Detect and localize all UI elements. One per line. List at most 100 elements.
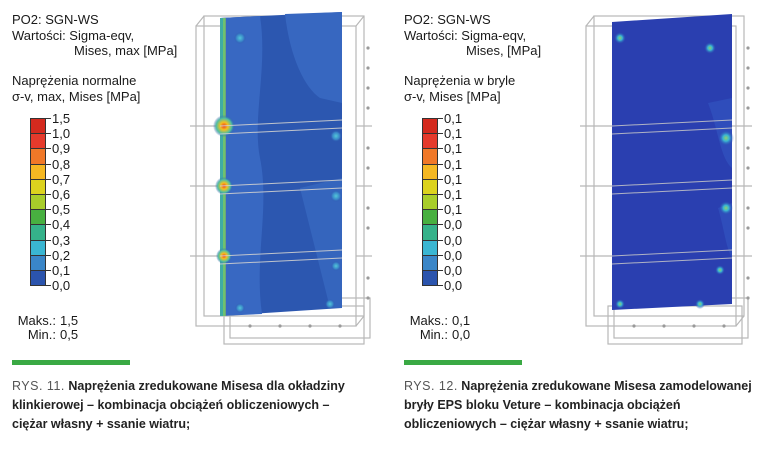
legend-label: 1,0 xyxy=(52,126,71,142)
legend-tick xyxy=(46,209,51,211)
max-value: 1,5 xyxy=(60,313,79,328)
legend-swatch xyxy=(422,209,438,226)
legend-tick xyxy=(46,148,51,150)
legend-swatch xyxy=(422,178,438,195)
header-line-2: Wartości: Sigma-eqv, xyxy=(404,27,527,43)
legend-swatch xyxy=(422,239,438,256)
legend-tick xyxy=(438,239,443,241)
legend-label: 0,9 xyxy=(52,141,71,157)
caption-text: Naprężenia zredukowane Misesa dla okładz… xyxy=(12,379,345,431)
legend-tick xyxy=(46,118,51,119)
legend-tick xyxy=(46,194,51,195)
legend-swatch xyxy=(30,118,46,135)
min-value: 0,5 xyxy=(60,327,79,342)
legend-label: 0,1 xyxy=(444,156,463,172)
max-min-values: Maks.: 0,1 Min.: 0,0 xyxy=(404,314,470,342)
legend-label: 0,1 xyxy=(444,202,463,218)
figure-number: RYS. 11. xyxy=(12,379,65,393)
header-line-3: Mises, max [MPa] xyxy=(74,43,178,58)
legend-swatch xyxy=(30,133,46,150)
legend-tick xyxy=(46,224,51,226)
max-value: 0,1 xyxy=(452,313,471,328)
accent-bar xyxy=(404,360,522,365)
min-key: Min.: xyxy=(419,327,448,342)
subtitle-line-2: σ-v, Mises [MPa] xyxy=(404,88,501,104)
legend-tick xyxy=(46,254,51,256)
header-line-1: PO2: SGN-WS xyxy=(12,12,99,27)
legend-swatch xyxy=(422,118,438,135)
legend-swatch xyxy=(30,178,46,195)
figure-caption: RYS. 12. Naprężenia zredukowane Misesa z… xyxy=(404,377,754,434)
figure-panel-12: PO2: SGN-WS Wartości: Sigma-eqv, Mises, … xyxy=(392,0,768,457)
subtitle-line-2: σ-v, max, Mises [MPa] xyxy=(12,88,141,104)
max-key: Maks.: xyxy=(409,313,448,328)
figure-caption: RYS. 11. Naprężenia zredukowane Misesa d… xyxy=(12,377,362,434)
legend-tick xyxy=(46,239,51,241)
legend-label: 0,3 xyxy=(52,232,71,248)
legend-label: 0,1 xyxy=(444,141,463,157)
header-line-1: PO2: SGN-WS xyxy=(404,12,491,27)
legend-tick xyxy=(438,194,443,195)
header-line-2: Wartości: Sigma-eqv, xyxy=(12,27,135,43)
legend-tick xyxy=(438,148,443,150)
subtitle-line-1: Naprężenia w bryle xyxy=(404,73,516,88)
legend-swatch xyxy=(30,148,46,165)
legend-label: 1,5 xyxy=(52,111,71,126)
min-value: 0,0 xyxy=(452,327,471,342)
legend-tick xyxy=(438,285,443,287)
legend-label: 0,1 xyxy=(52,263,71,278)
legend-swatch xyxy=(422,270,438,287)
legend-label: 0,8 xyxy=(52,156,71,172)
legend-swatch xyxy=(422,163,438,180)
legend-swatch xyxy=(422,148,438,165)
legend-tick xyxy=(438,270,443,271)
legend-tick xyxy=(438,224,443,226)
legend-label: 0,0 xyxy=(52,278,71,294)
legend-swatch xyxy=(30,163,46,180)
legend-label: 0,6 xyxy=(52,187,71,202)
legend-label: 0,1 xyxy=(444,126,463,142)
legend-tick xyxy=(46,270,51,271)
legend-swatch xyxy=(422,194,438,211)
legend-swatch xyxy=(422,254,438,271)
legend-label: 0,0 xyxy=(444,278,463,294)
max-min-values: Maks.: 1,5 Min.: 0,5 xyxy=(12,314,78,342)
legend-label: 0,1 xyxy=(444,171,463,187)
legend-tick xyxy=(438,209,443,211)
header-line-3: Mises, [MPa] xyxy=(466,43,542,58)
legend-swatch xyxy=(422,224,438,241)
legend-label: 0,1 xyxy=(444,187,463,202)
legend-tick xyxy=(438,163,443,165)
result-subtitle: Naprężenia w bryle σ-v, Mises [MPa] xyxy=(404,73,515,104)
legend-tick xyxy=(46,178,51,180)
accent-bar xyxy=(12,360,130,365)
legend-swatch xyxy=(30,224,46,241)
fem-model-cladding xyxy=(190,12,372,345)
legend-tick xyxy=(438,178,443,180)
legend-swatch xyxy=(30,270,46,287)
legend-swatch xyxy=(30,239,46,256)
result-subtitle: Naprężenia normalne σ-v, max, Mises [MPa… xyxy=(12,73,140,104)
legend-tick xyxy=(46,285,51,287)
result-header: PO2: SGN-WS Wartości: Sigma-eqv, Mises, … xyxy=(12,12,177,59)
legend-label: 0,5 xyxy=(52,202,71,218)
legend-swatch xyxy=(30,209,46,226)
caption-text: Naprężenia zredukowane Misesa zamodelowa… xyxy=(404,379,752,431)
legend-label: 0,0 xyxy=(444,263,463,278)
max-key: Maks.: xyxy=(17,313,56,328)
legend-label: 0,1 xyxy=(444,111,463,126)
fem-model-eps-block xyxy=(580,14,752,345)
figure-panel-11: PO2: SGN-WS Wartości: Sigma-eqv, Mises, … xyxy=(12,12,372,434)
figure-number: RYS. 12. xyxy=(404,379,458,393)
min-key: Min.: xyxy=(27,327,56,342)
legend-label: 0,2 xyxy=(52,247,71,263)
legend-label: 0,4 xyxy=(52,217,71,233)
legend-tick xyxy=(438,254,443,256)
legend-label: 0,0 xyxy=(444,232,463,248)
legend-tick xyxy=(46,163,51,165)
legend-swatch xyxy=(422,133,438,150)
legend-swatch xyxy=(30,254,46,271)
legend-tick xyxy=(438,118,443,119)
legend-tick xyxy=(46,133,51,135)
result-header: PO2: SGN-WS Wartości: Sigma-eqv, Mises, … xyxy=(404,12,541,59)
